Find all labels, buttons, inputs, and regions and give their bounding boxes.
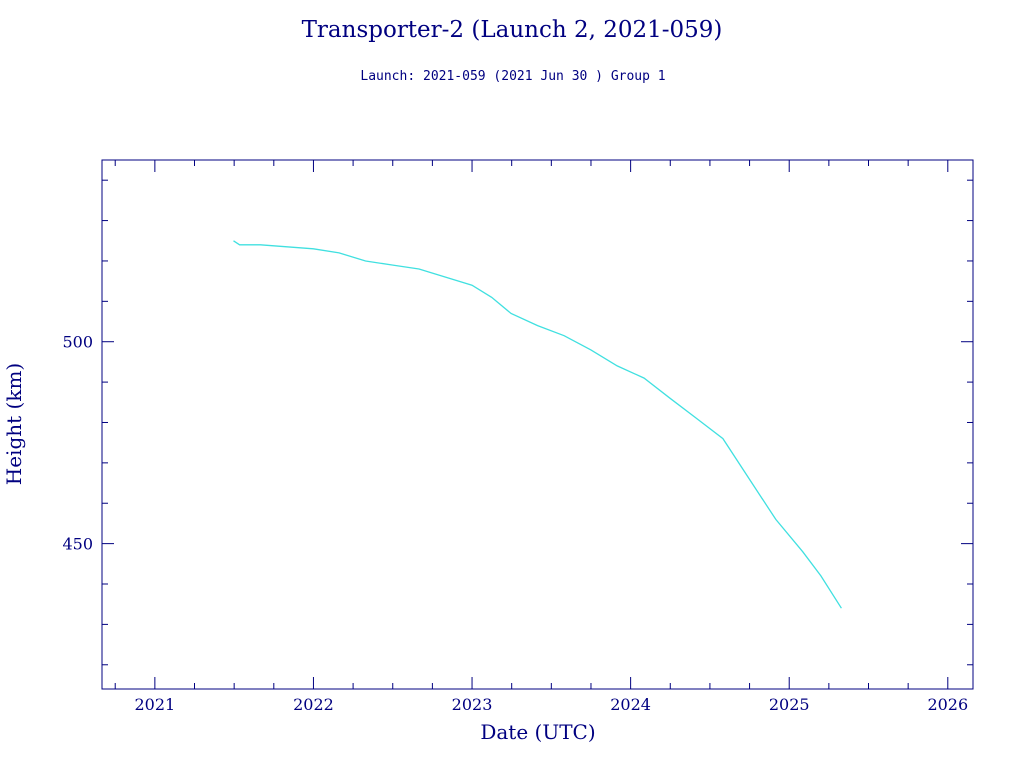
axis-ticks	[102, 160, 973, 689]
x-tick-label: 2022	[293, 695, 334, 714]
x-tick-label: 2026	[927, 695, 968, 714]
tick-labels: 2021 2022 2023 2024 2025 2026 450 500	[62, 333, 968, 714]
chart-subtitle: Launch: 2021-059 (2021 Jun 30 ) Group 1	[360, 69, 665, 84]
y-axis-label: Height (km)	[2, 363, 26, 485]
y-tick-label: 500	[62, 333, 93, 352]
x-axis-label: Date (UTC)	[480, 720, 595, 744]
x-tick-label: 2024	[610, 695, 651, 714]
x-tick-label: 2021	[135, 695, 176, 714]
series-line	[233, 240, 842, 609]
x-tick-label: 2023	[452, 695, 493, 714]
chart-title: Transporter-2 (Launch 2, 2021-059)	[302, 17, 723, 43]
plot-frame	[101, 159, 974, 690]
x-tick-label: 2025	[769, 695, 810, 714]
y-tick-label: 450	[62, 535, 93, 554]
